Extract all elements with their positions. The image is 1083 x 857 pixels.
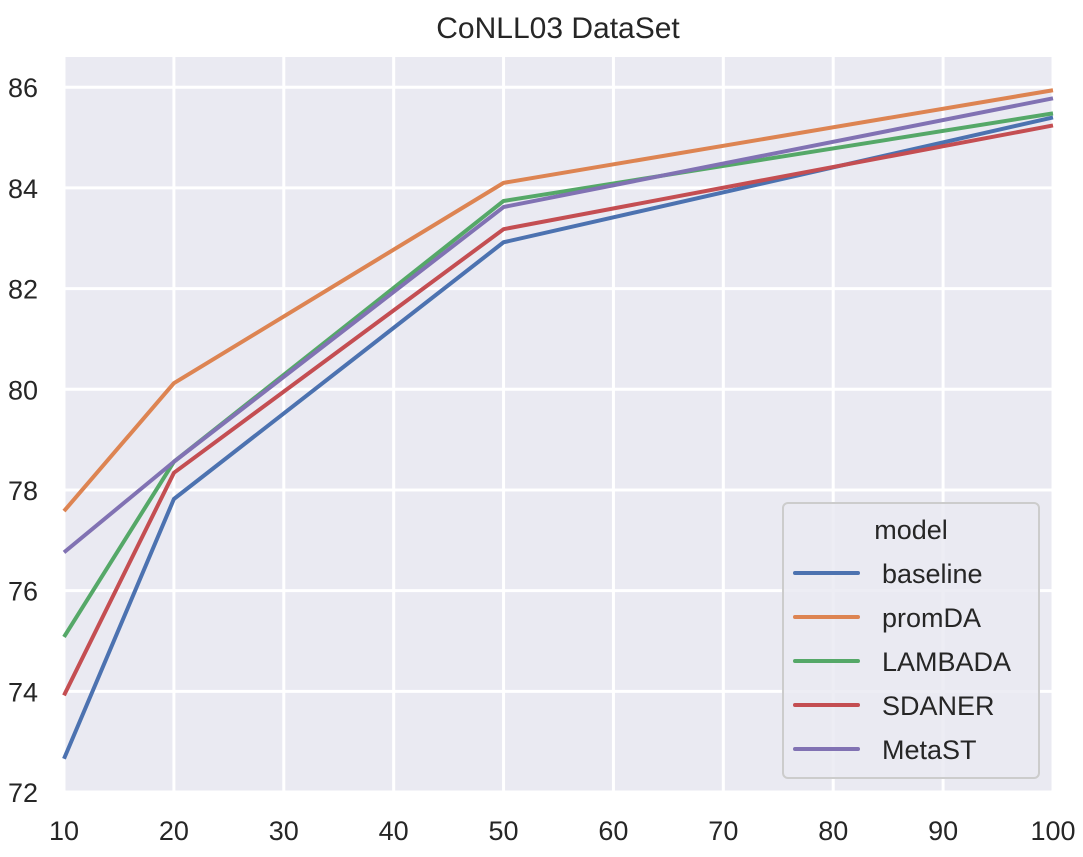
x-tick-label: 10 [49, 816, 79, 846]
legend-label: promDA [882, 603, 981, 633]
series-line-baseline [62, 115, 1054, 760]
y-tick-label: 72 [8, 778, 38, 808]
y-tick-label: 84 [8, 174, 38, 204]
legend-item: baseline [793, 559, 983, 589]
x-tick-label: 40 [379, 816, 409, 846]
legend-item: promDA [793, 603, 981, 633]
x-tick-label: 90 [928, 816, 958, 846]
x-tick-label: 70 [708, 816, 738, 846]
x-tick-label: 100 [1030, 816, 1075, 846]
y-axis-ticks: 72 74 76 78 80 82 84 86 [8, 73, 38, 808]
legend-item: SDANER [793, 691, 995, 721]
x-axis-ticks: 10 20 30 40 50 60 70 80 90 100 [49, 816, 1076, 846]
series-line-lambada [62, 111, 1054, 639]
y-tick-label: 78 [8, 476, 38, 506]
series-line-metast [62, 96, 1054, 554]
x-tick-label: 30 [269, 816, 299, 846]
legend-label: baseline [882, 559, 983, 589]
x-tick-label: 80 [818, 816, 848, 846]
legend: model baseline promDA LAMBADA SDANER MetaST [782, 502, 1040, 779]
legend-label: SDANER [882, 691, 995, 721]
y-tick-label: 74 [8, 677, 38, 707]
y-tick-label: 80 [8, 375, 38, 405]
y-tick-label: 86 [8, 73, 38, 103]
x-tick-label: 60 [598, 816, 628, 846]
legend-item: MetaST [793, 735, 977, 765]
y-tick-label: 76 [8, 577, 38, 607]
legend-label: MetaST [882, 735, 977, 765]
legend-item: LAMBADA [793, 647, 1011, 677]
legend-title: model [874, 515, 948, 545]
series-line-promda [62, 88, 1054, 513]
series-lines [62, 88, 1054, 760]
y-tick-label: 82 [8, 275, 38, 305]
series-line-sdaner [62, 123, 1054, 697]
x-tick-label: 50 [489, 816, 519, 846]
chart-title: CoNLL03 DataSet [436, 12, 680, 45]
x-tick-label: 20 [159, 816, 189, 846]
legend-label: LAMBADA [882, 647, 1011, 677]
grid-lines [62, 57, 1055, 794]
